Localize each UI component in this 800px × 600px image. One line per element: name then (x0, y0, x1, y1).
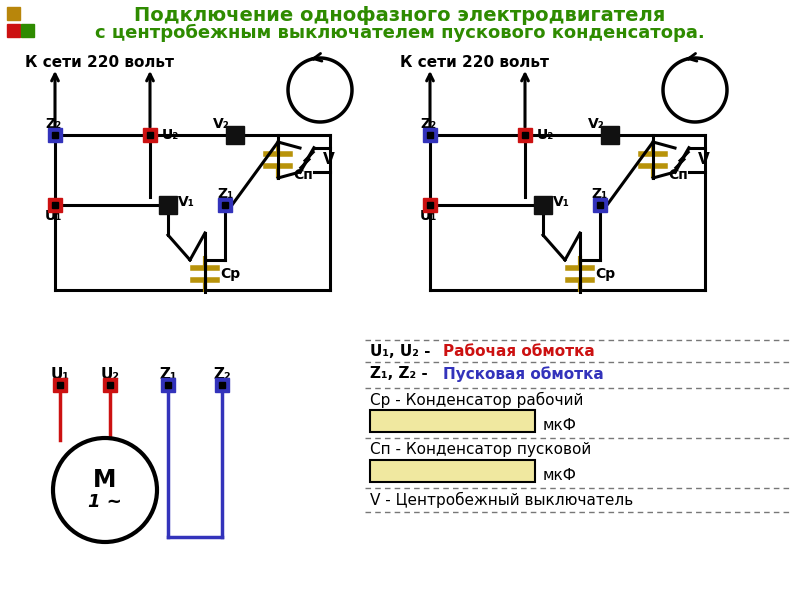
Text: Cр: Cр (595, 267, 615, 281)
Bar (593, 198, 607, 212)
Bar (21, 24, 34, 37)
Bar (143, 128, 157, 142)
Text: Cп: Cп (668, 168, 688, 182)
Text: М: М (94, 468, 117, 492)
Text: Рабочая обмотка: Рабочая обмотка (443, 344, 594, 359)
Circle shape (53, 438, 157, 542)
Text: V: V (323, 152, 334, 167)
Text: Cр: Cр (220, 267, 240, 281)
Bar (222, 202, 228, 208)
Bar (534, 196, 552, 214)
Text: Ср - Конденсатор рабочий: Ср - Конденсатор рабочий (370, 392, 583, 408)
Text: V - Центробежный выключатель: V - Центробежный выключатель (370, 492, 634, 508)
Bar (218, 198, 232, 212)
Text: Z₁: Z₁ (159, 367, 177, 382)
Bar (215, 378, 229, 392)
Bar (370, 410, 535, 432)
Bar (103, 378, 117, 392)
Bar (601, 126, 619, 144)
Bar (159, 196, 177, 214)
Bar (161, 378, 175, 392)
Bar (423, 198, 437, 212)
Bar (7, 7, 20, 20)
Bar (226, 126, 244, 144)
Bar (370, 460, 535, 482)
Text: U₂: U₂ (101, 367, 119, 382)
Text: Пусковая обмотка: Пусковая обмотка (443, 366, 604, 382)
Text: Z₂: Z₂ (213, 367, 231, 382)
Bar (48, 198, 62, 212)
Text: Z₁: Z₁ (592, 187, 608, 201)
Bar (522, 133, 528, 137)
Text: U₁: U₁ (44, 209, 62, 223)
Bar (427, 202, 433, 208)
Text: U₁: U₁ (419, 209, 437, 223)
Text: V₂: V₂ (588, 117, 604, 131)
Text: К сети 220 вольт: К сети 220 вольт (25, 55, 174, 70)
Bar (147, 133, 153, 137)
Text: Сп - Конденсатор пусковой: Сп - Конденсатор пусковой (370, 442, 591, 457)
Text: U₂: U₂ (162, 128, 179, 142)
Bar (423, 128, 437, 142)
Text: V₂: V₂ (213, 117, 230, 131)
Text: U₁: U₁ (50, 367, 70, 382)
Text: К сети 220 вольт: К сети 220 вольт (400, 55, 549, 70)
Text: U₁, U₂ -: U₁, U₂ - (370, 344, 436, 359)
Bar (598, 202, 602, 208)
Bar (518, 128, 532, 142)
Bar (48, 128, 62, 142)
Bar (58, 382, 62, 388)
Text: Подключение однофазного электродвигателя: Подключение однофазного электродвигателя (134, 6, 666, 25)
Text: Cп: Cп (293, 168, 313, 182)
Bar (107, 382, 113, 388)
Bar (7, 24, 20, 37)
Bar (166, 382, 170, 388)
Bar (53, 378, 67, 392)
Text: Z₂: Z₂ (420, 117, 436, 131)
Text: V: V (698, 152, 710, 167)
Text: U₂: U₂ (537, 128, 554, 142)
Text: Z₂: Z₂ (45, 117, 61, 131)
Bar (219, 382, 225, 388)
Text: мкФ: мкФ (543, 468, 577, 483)
Bar (52, 202, 58, 208)
Bar (427, 133, 433, 137)
Text: 1 ~: 1 ~ (88, 493, 122, 511)
Text: V₁: V₁ (178, 195, 195, 209)
Text: Z₁: Z₁ (217, 187, 233, 201)
Text: с центробежным выключателем пускового конденсатора.: с центробежным выключателем пускового ко… (95, 24, 705, 42)
Text: V₁: V₁ (553, 195, 570, 209)
Text: Z₁, Z₂ -: Z₁, Z₂ - (370, 366, 433, 381)
Text: мкФ: мкФ (543, 418, 577, 433)
Bar (52, 133, 58, 137)
